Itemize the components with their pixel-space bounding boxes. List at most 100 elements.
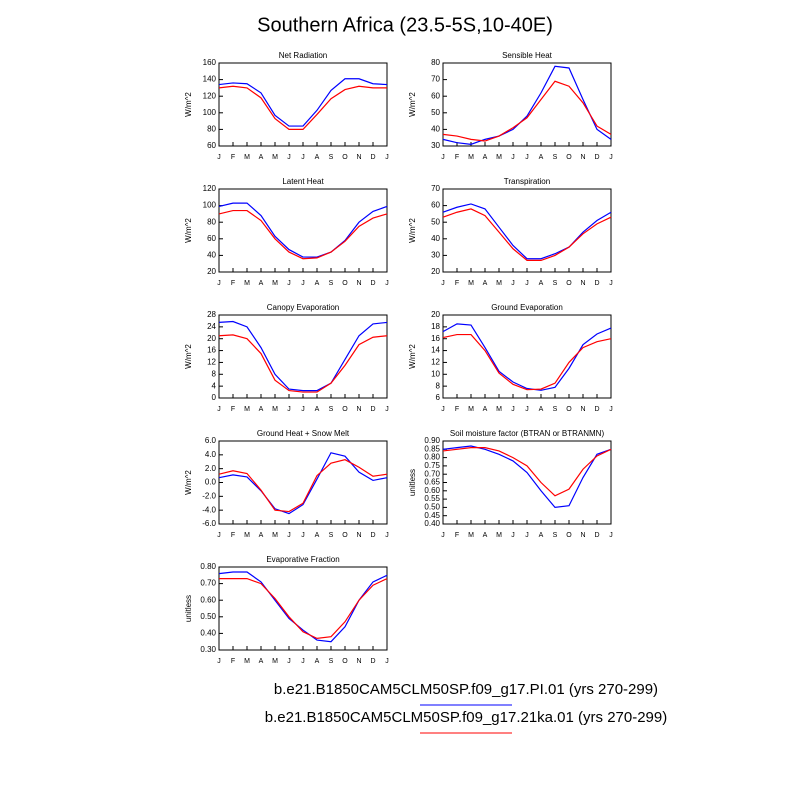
x-tick-label: N	[356, 280, 361, 287]
x-tick-label: J	[511, 280, 515, 287]
y-tick-label: 0.50	[424, 503, 440, 512]
series-line	[218, 320, 388, 392]
x-tick-label: J	[441, 532, 445, 539]
x-tick-label: M	[496, 280, 502, 287]
y-tick-label: 0.80	[424, 453, 440, 462]
panel-title: Canopy Evaporation	[267, 303, 340, 312]
x-tick-label: S	[553, 280, 558, 287]
x-tick-label: N	[356, 658, 361, 665]
series-line	[442, 80, 612, 142]
x-tick-label: N	[356, 154, 361, 161]
y-tick-label: 28	[207, 310, 216, 319]
x-tick-label: M	[496, 532, 502, 539]
series-line	[219, 578, 388, 639]
x-tick-label: O	[566, 280, 572, 287]
y-tick-label: 0.70	[200, 579, 216, 588]
x-tick-label: S	[329, 532, 334, 539]
panel-title: Evaporative Fraction	[266, 555, 339, 564]
y-tick-label: 0.45	[424, 511, 440, 520]
x-tick-label: A	[539, 280, 544, 287]
y-tick-label: 4.0	[205, 450, 217, 459]
y-tick-label: 100	[203, 201, 217, 210]
x-tick-label: A	[315, 154, 320, 161]
y-tick-label: 140	[203, 75, 217, 84]
x-tick-label: J	[217, 658, 221, 665]
x-tick-label: S	[329, 658, 334, 665]
x-tick-label: F	[455, 406, 459, 413]
x-tick-label: M	[496, 154, 502, 161]
x-tick-label: A	[483, 154, 488, 161]
x-tick-label: O	[342, 658, 348, 665]
y-axis-title: W/m^2	[184, 218, 193, 243]
y-tick-label: 50	[431, 108, 440, 117]
x-tick-label: J	[287, 406, 291, 413]
x-tick-label: J	[609, 154, 613, 161]
y-tick-label: 40	[207, 251, 216, 260]
x-tick-label: A	[315, 406, 320, 413]
y-tick-label: 16	[431, 334, 440, 343]
series-line	[218, 209, 388, 260]
y-axis-title: W/m^2	[408, 344, 417, 369]
x-tick-label: A	[539, 154, 544, 161]
x-tick-label: J	[301, 532, 305, 539]
x-tick-label: N	[356, 406, 361, 413]
x-tick-label: M	[272, 406, 278, 413]
series-line	[442, 333, 612, 391]
x-tick-label: A	[315, 658, 320, 665]
y-tick-label: -6.0	[202, 519, 216, 528]
y-axis-title: W/m^2	[408, 92, 417, 117]
x-tick-label: M	[244, 406, 250, 413]
series-line	[442, 203, 612, 260]
plot-frame	[218, 440, 388, 525]
panel-title: Ground Heat + Snow Melt	[257, 429, 350, 438]
y-tick-label: 70	[431, 75, 440, 84]
y-tick-label: 20	[431, 310, 440, 319]
x-tick-label: J	[511, 532, 515, 539]
x-tick-label: M	[468, 280, 474, 287]
y-axis-title: W/m^2	[184, 344, 193, 369]
y-tick-label: 20	[207, 267, 216, 276]
y-tick-label: 0.70	[424, 469, 440, 478]
y-tick-label: 60	[431, 201, 440, 210]
y-tick-label: 0.60	[200, 595, 216, 604]
y-tick-label: 0.90	[424, 436, 440, 445]
y-tick-label: 0.85	[424, 444, 440, 453]
y-tick-label: 4	[212, 381, 217, 390]
y-tick-label: 0.55	[424, 494, 440, 503]
x-tick-label: A	[259, 280, 264, 287]
x-tick-label: D	[370, 532, 375, 539]
x-tick-label: M	[272, 532, 278, 539]
series-line	[442, 445, 612, 509]
y-tick-label: 10	[431, 369, 440, 378]
x-tick-label: J	[301, 658, 305, 665]
y-tick-label: 60	[207, 141, 216, 150]
x-tick-label: J	[287, 154, 291, 161]
y-tick-label: 20	[431, 267, 440, 276]
x-tick-label: O	[342, 406, 348, 413]
x-tick-label: J	[525, 532, 529, 539]
y-tick-label: 50	[431, 217, 440, 226]
x-tick-label: A	[539, 406, 544, 413]
y-tick-label: 14	[431, 346, 440, 355]
legend-label: b.e21.B1850CAM5CLM50SP.f09_g17.PI.01 (yr…	[274, 681, 658, 698]
y-tick-label: 80	[207, 217, 216, 226]
plot-frame	[442, 314, 612, 399]
x-tick-label: J	[217, 532, 221, 539]
x-tick-label: J	[287, 532, 291, 539]
y-tick-label: 160	[203, 58, 217, 67]
panel-title: Ground Evaporation	[491, 303, 563, 312]
panel-title: Latent Heat	[282, 177, 324, 186]
x-tick-label: F	[231, 658, 235, 665]
x-tick-label: A	[259, 154, 264, 161]
x-tick-label: F	[231, 154, 235, 161]
y-tick-label: 18	[431, 322, 440, 331]
x-tick-label: D	[370, 280, 375, 287]
x-tick-label: A	[315, 532, 320, 539]
x-tick-label: S	[329, 280, 334, 287]
series-line	[218, 78, 388, 127]
x-tick-label: A	[315, 280, 320, 287]
y-axis-title: W/m^2	[408, 218, 417, 243]
x-tick-label: D	[370, 406, 375, 413]
x-tick-label: S	[553, 154, 558, 161]
